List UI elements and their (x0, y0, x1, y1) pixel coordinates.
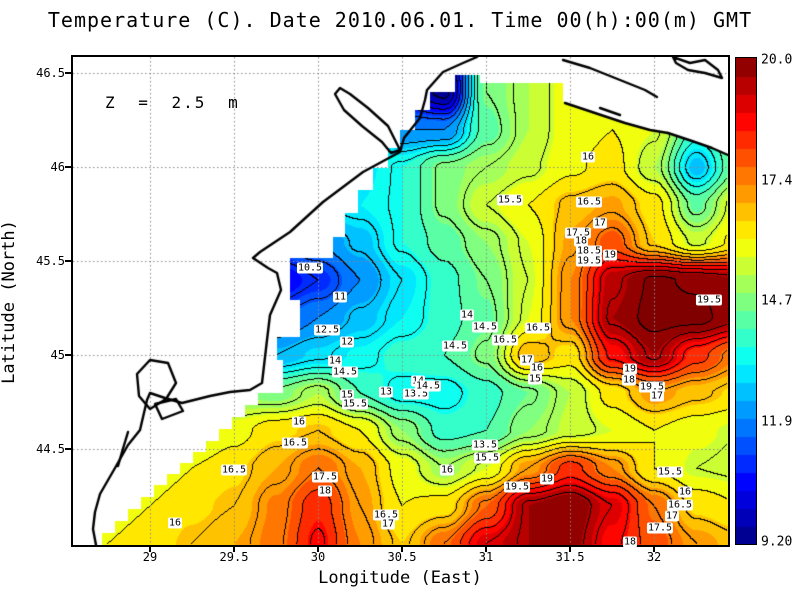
chart-title: Temperature (C). Date 2010.06.01. Time 0… (47, 8, 753, 32)
x-tick-label: 29.5 (219, 550, 249, 564)
x-tick-mark (233, 546, 235, 552)
colorbar (735, 57, 757, 545)
x-tick-mark (569, 546, 571, 552)
contour-label: 15.5 (341, 398, 369, 410)
y-tick-label: 45.5 (36, 253, 65, 268)
x-tick-label: 30.5 (387, 550, 417, 564)
contour-label: 14 (459, 309, 475, 321)
contour-label: 19 (622, 363, 638, 375)
y-tick-mark (65, 166, 71, 168)
x-tick-label: 31 (478, 550, 494, 564)
contour-label: 18 (622, 536, 638, 548)
depth-annotation: Z = 2.5 m (105, 93, 240, 112)
contour-label: 14.5 (441, 340, 469, 352)
colorbar-tick-label: 9.20 (761, 534, 793, 550)
contour-label: 15.5 (496, 194, 524, 206)
contour-label: 13 (378, 386, 394, 398)
contour-label: 16.5 (575, 196, 603, 208)
contour-label: 19.5 (575, 255, 603, 267)
x-tick-mark (401, 546, 403, 552)
contour-label: 16 (529, 362, 545, 374)
contour-label: 15.5 (473, 452, 501, 464)
contour-label: 16.5 (372, 509, 400, 521)
x-tick-label: 32 (646, 550, 662, 564)
x-tick-label: 31.5 (555, 550, 585, 564)
contour-label: 16.5 (524, 322, 552, 334)
colorbar-tick-label: 17.4 (761, 173, 793, 188)
contour-label: 17.5 (564, 227, 592, 239)
colorbar-tick-label: 20.0 (761, 52, 793, 68)
contour-label: 17 (592, 217, 608, 229)
contour-label: 19 (539, 473, 555, 485)
contour-label: 16 (291, 416, 307, 428)
contour-label: 16.5 (220, 464, 248, 476)
contour-label: 14.5 (331, 366, 359, 378)
contour-label: 19 (602, 249, 618, 261)
x-axis-label: Longitude (East) (318, 568, 482, 588)
contour-label: 16 (167, 517, 183, 529)
y-tick-label: 45 (50, 347, 65, 362)
x-tick-mark (317, 546, 319, 552)
contour-label: 14 (327, 355, 343, 367)
contour-label: 18.5 (575, 245, 603, 257)
contour-label: 10.5 (296, 262, 324, 274)
colorbar-tick-label: 11.9 (761, 414, 793, 429)
x-tick-mark (149, 546, 151, 552)
contour-label: 17.5 (646, 522, 674, 534)
map-plot-area: Z = 2.5 m 10.5 11 12.5 12 14 14.5 15 15.5 13 13.5… (71, 55, 730, 548)
contour-label: 16.5 (491, 334, 519, 346)
contour-label: 12 (339, 336, 355, 348)
x-tick-mark (653, 546, 655, 552)
y-tick-label: 44.5 (36, 441, 65, 456)
contour-label: 17 (664, 510, 680, 522)
contour-label: 18 (621, 374, 637, 386)
y-tick-mark (65, 72, 71, 74)
contour-label: 19.5 (503, 481, 531, 493)
contour-label: 16 (677, 486, 693, 498)
contour-label: 12.5 (313, 324, 341, 336)
y-tick-label: 46 (50, 159, 65, 174)
y-tick-label: 46.5 (36, 65, 65, 80)
y-tick-mark (65, 260, 71, 262)
contour-label: 17 (519, 354, 535, 366)
x-tick-label: 30 (310, 550, 326, 564)
y-axis-label: Latitude (North) (0, 220, 19, 384)
colorbar-canvas (736, 58, 756, 544)
contour-label: 13.5 (402, 388, 430, 400)
contour-label: 15 (339, 389, 355, 401)
contour-label: 16 (580, 151, 596, 163)
y-tick-mark (65, 354, 71, 356)
contour-label: 17 (649, 390, 665, 402)
contour-label: 16.5 (281, 437, 309, 449)
contour-label: 11 (332, 291, 348, 303)
contour-label: 18 (317, 485, 333, 497)
contour-label: 16.5 (666, 499, 694, 511)
contour-label: 15.5 (656, 466, 684, 478)
y-tick-mark (65, 448, 71, 450)
contour-map-canvas (73, 57, 728, 545)
x-tick-label: 29 (142, 550, 158, 564)
contour-label: 14.5 (414, 380, 442, 392)
colorbar-tick-label: 14.7 (761, 293, 793, 309)
contour-label: 18 (573, 235, 589, 247)
contour-label: 13.5 (471, 439, 499, 451)
contour-label: 15 (527, 373, 543, 385)
contour-label: 17 (380, 518, 396, 530)
contour-label: 17.5 (311, 471, 339, 483)
contour-label: 16 (439, 464, 455, 476)
x-tick-mark (485, 546, 487, 552)
contour-label: 19.5 (638, 381, 666, 393)
contour-label: 14.5 (471, 321, 499, 333)
contour-label: 19.5 (695, 294, 723, 306)
